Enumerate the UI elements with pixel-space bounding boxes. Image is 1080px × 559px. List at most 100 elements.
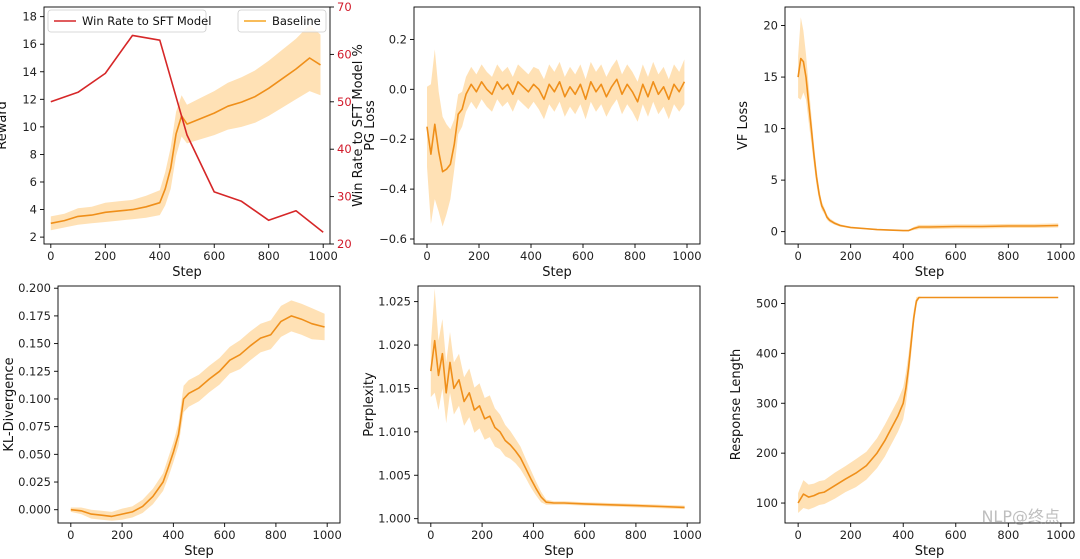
y-tick-label: 8 (30, 147, 37, 161)
legend-box (237, 9, 327, 33)
y-tick-label: 0.125 (18, 364, 51, 378)
x-tick-label: 0 (67, 528, 74, 542)
x-axis-title: Step (172, 265, 202, 280)
y-tick-label: 100 (756, 496, 778, 510)
series-line-baseline-response_length (797, 296, 1059, 504)
right-y-tick-label: 50 (337, 95, 352, 109)
x-tick-label: 200 (111, 528, 133, 542)
x-tick-label: 800 (997, 249, 1019, 263)
x-tick-label: 0 (427, 528, 434, 542)
x-tick-label: 200 (840, 249, 862, 263)
y-tick-label: 15 (763, 70, 778, 84)
x-tick-label: 600 (203, 249, 225, 263)
x-tick-label: 800 (258, 249, 280, 263)
x-tick-label: 0 (423, 249, 430, 263)
x-tick-label: 400 (520, 249, 542, 263)
x-axis-title: Step (184, 544, 214, 559)
axes-frame (784, 285, 1075, 524)
x-tick-label: 400 (892, 249, 914, 263)
y-tick-label: 14 (22, 65, 37, 79)
y-axis-title: Response Length (729, 349, 744, 460)
x-axis-title: Step (542, 265, 572, 280)
y-tick-label: 0.100 (18, 392, 51, 406)
band-kl_divergence (70, 300, 325, 521)
x-tick-label: 800 (625, 528, 647, 542)
right-y-tick-label: 70 (337, 0, 352, 14)
x-tick-label: 1000 (673, 528, 702, 542)
y-tick-label: −0.2 (379, 132, 407, 146)
x-tick-label: 400 (149, 249, 171, 263)
series-line-baseline-perplexity (430, 339, 685, 509)
x-tick-label: 800 (265, 528, 287, 542)
x-axis-title: Step (544, 544, 574, 559)
x-tick-label: 200 (840, 528, 862, 542)
y-tick-label: 1.000 (378, 512, 411, 526)
axes-frame (43, 6, 331, 245)
right-y-tick-label: 40 (337, 142, 352, 156)
y-tick-label: 10 (763, 122, 778, 136)
x-tick-label: 1000 (1046, 249, 1075, 263)
y-tick-label: 1.010 (378, 425, 411, 439)
y-tick-label: −0.6 (379, 232, 407, 246)
y-tick-label: 0.000 (18, 503, 51, 517)
legend-box (47, 9, 207, 33)
y-tick-label: 1.005 (378, 468, 411, 482)
y-tick-label: 4 (30, 203, 37, 217)
axes-frame (413, 6, 701, 245)
y-axis-title: KL-Divergence (2, 357, 17, 451)
x-axis-title: Step (915, 544, 945, 559)
band-pg_loss (427, 49, 685, 227)
chart-pg_loss: 0 200 400 600 800 1000 −0.6 −0.4 −0.2 0.0 0.2 Step P… (363, 6, 702, 280)
chart-reward: 0 200 400 600 800 1000 2 4 6 8 10 12 14 16 18 Step Rewar… (0, 0, 366, 280)
y-tick-label: 0.175 (18, 309, 51, 323)
y-tick-label: 0 (771, 225, 778, 239)
y-tick-label: 0.150 (18, 337, 51, 351)
series-line-baseline-reward (50, 57, 321, 225)
x-tick-label: 800 (997, 528, 1019, 542)
x-tick-label: 600 (945, 528, 967, 542)
right-y-axis-title: Win Rate to SFT Model % (351, 44, 366, 207)
x-tick-label: 1000 (672, 249, 701, 263)
y-tick-label: 0.075 (18, 420, 51, 434)
right-y-tick-label: 30 (337, 190, 352, 204)
y-tick-label: 0.0 (389, 82, 407, 96)
series-line-baseline-vf_loss (797, 57, 1059, 232)
right-y-tick-label: 60 (337, 47, 352, 61)
axes-frame (784, 6, 1075, 245)
watermark-text: NLP@终点 (981, 507, 1060, 526)
y-axis-title: Reward (0, 101, 10, 149)
y-tick-label: 10 (22, 120, 37, 134)
y-axis-title: VF Loss (736, 101, 751, 150)
x-tick-label: 0 (794, 528, 801, 542)
x-tick-label: 1000 (313, 528, 342, 542)
y-tick-label: 18 (22, 10, 37, 24)
y-axis-title: Perplexity (362, 372, 377, 437)
y-tick-label: −0.4 (379, 182, 407, 196)
band-response_length (798, 296, 1059, 513)
legend-label: Baseline (272, 14, 321, 28)
y-tick-label: 300 (756, 396, 778, 410)
y-tick-label: 1.020 (378, 338, 411, 352)
chart-kl_divergence: 0 200 400 600 800 1000 0.000 0.025 0.050 0.075 0.1… (2, 281, 342, 559)
x-tick-label: 600 (574, 528, 596, 542)
y-tick-label: 6 (30, 175, 37, 189)
y-tick-label: 1.025 (378, 295, 411, 309)
y-tick-label: 500 (756, 296, 778, 310)
y-tick-label: 0.2 (389, 32, 407, 46)
chart-perplexity: 0 200 400 600 800 1000 1.000 1.005 1.010 1.015 1.0… (362, 285, 702, 559)
x-tick-label: 400 (892, 528, 914, 542)
y-tick-label: 20 (763, 19, 778, 33)
legend-entry-win-rate: Win Rate to SFT Model (47, 9, 211, 33)
band-vf_loss (798, 17, 1059, 232)
x-tick-label: 1000 (1046, 528, 1075, 542)
legend-label: Win Rate to SFT Model (82, 14, 211, 28)
x-tick-label: 200 (94, 249, 116, 263)
y-tick-label: 12 (22, 92, 37, 106)
axes-frame (57, 285, 341, 524)
y-tick-label: 0.050 (18, 447, 51, 461)
x-tick-label: 1000 (309, 249, 338, 263)
x-tick-label: 800 (624, 249, 646, 263)
y-tick-label: 1.015 (378, 381, 411, 395)
